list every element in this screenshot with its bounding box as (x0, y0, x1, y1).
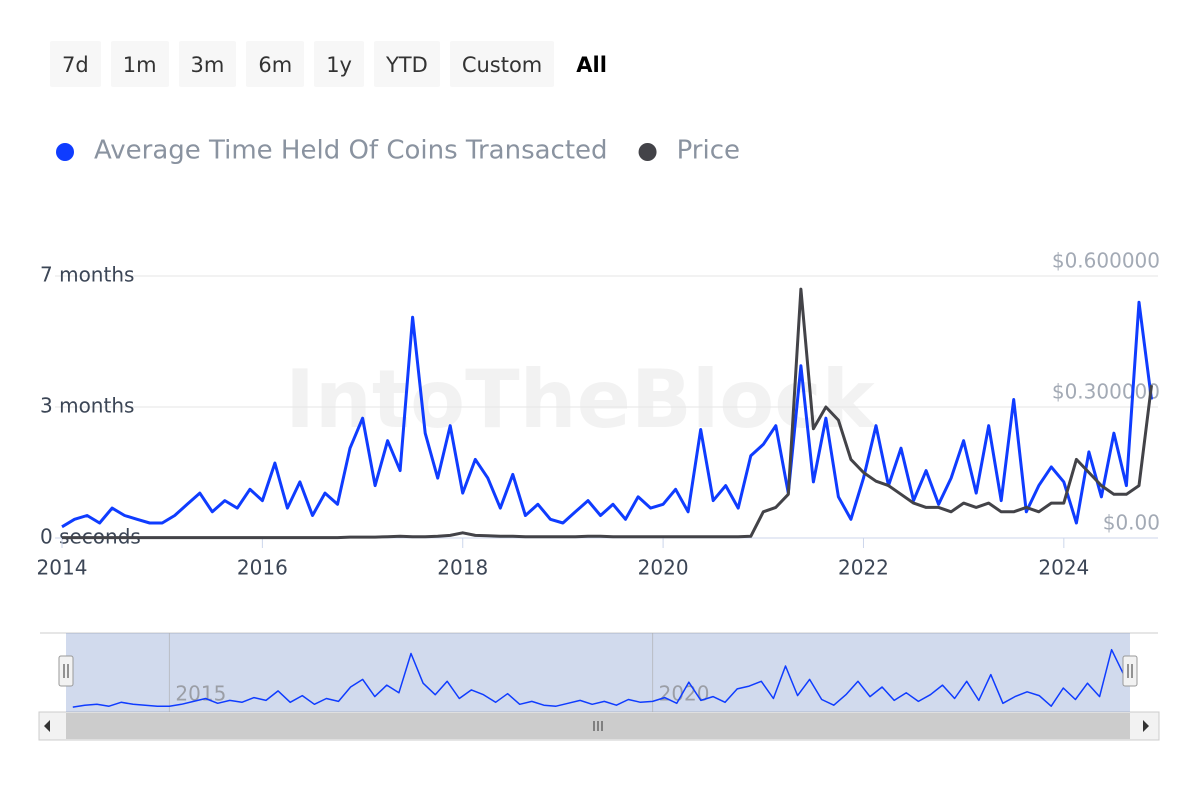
watermark: IntoTheBlock (285, 353, 876, 446)
x-tick-label: 2016 (237, 556, 288, 580)
series-line (72, 648, 1125, 708)
range-button[interactable]: Custom (449, 41, 555, 87)
y2-tick-label: $0.300000 (1052, 380, 1160, 404)
legend-label: Price (677, 136, 740, 166)
x-tick-label: 2024 (1038, 556, 1089, 580)
navigator-tick-label: 2015 (175, 682, 226, 706)
legend-label: Average Time Held Of Coins Transacted (94, 136, 608, 166)
y-tick-label: 7 months (40, 263, 134, 287)
handle-grip (1127, 664, 1133, 678)
series-line (61, 300, 1153, 529)
range-button[interactable]: 3m (178, 41, 237, 87)
handle-grip (63, 664, 69, 678)
navigator-handle[interactable] (58, 655, 74, 687)
legend-marker (56, 143, 74, 161)
navigator-tick-label: 2020 (659, 682, 710, 706)
x-tick-label: 2022 (838, 556, 889, 580)
x-tick-label: 2018 (437, 556, 488, 580)
y-tick-label: 3 months (40, 394, 134, 418)
range-button[interactable]: 1y (314, 41, 364, 87)
thumb-grip (593, 721, 603, 731)
y2-tick-label: $0.00 (1103, 511, 1160, 535)
x-tick-label: 2020 (638, 556, 689, 580)
x-tick-label: 2014 (37, 556, 88, 580)
range-button[interactable]: 6m (246, 41, 305, 87)
series-line (62, 287, 1153, 540)
range-selector: 7d 1m 3m 6m 1y YTD Custom All (50, 41, 619, 87)
range-button[interactable]: 1m (110, 41, 169, 87)
navigator-handle[interactable] (1122, 655, 1138, 687)
range-button[interactable]: 7d (50, 41, 101, 87)
range-button[interactable]: All (576, 53, 607, 77)
y2-tick-label: $0.600000 (1052, 249, 1160, 273)
legend-marker (638, 143, 657, 161)
navigator-mask (66, 633, 1130, 712)
range-button[interactable]: YTD (373, 41, 440, 87)
